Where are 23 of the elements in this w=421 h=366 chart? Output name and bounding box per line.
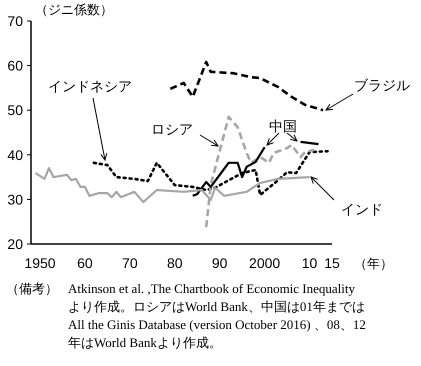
x-tick-label: 10 [302,255,318,271]
text: （備考） [6,280,58,298]
x-axis-title: （年） [354,256,393,271]
x-tick-label: 70 [122,255,138,271]
y-tick-label: 50 [7,102,24,118]
y-axis-title: （ジニ係数） [35,2,113,17]
x-tick-label: 1950 [24,255,56,271]
y-tick-label: 60 [7,58,24,74]
series-label: 中国 [269,118,297,134]
x-tick-label: 15 [324,255,340,271]
x-tick-label: 60 [77,255,93,271]
text: インドネシア [48,78,132,94]
x-tick-label: 80 [166,255,183,271]
text: ロシア [151,121,193,137]
text: インド [341,201,383,217]
y-tick-label: 70 [7,13,24,29]
y-tick-label: 40 [7,146,24,163]
text: ブラジル [354,77,410,93]
x-tick-label: 2000 [249,255,280,271]
x-tick-label: 90 [212,255,228,271]
text: Atkinson et al. ,The Chartbook of Economic Inequality より作成。ロシアはWorld Bank、中国は01年まではAll the Ginis Database (version October 2016) 、08、12年はWorld Bankより作成。 [68,280,367,352]
y-tick-label: 30 [7,191,24,208]
y-tick-label: 20 [7,236,24,252]
